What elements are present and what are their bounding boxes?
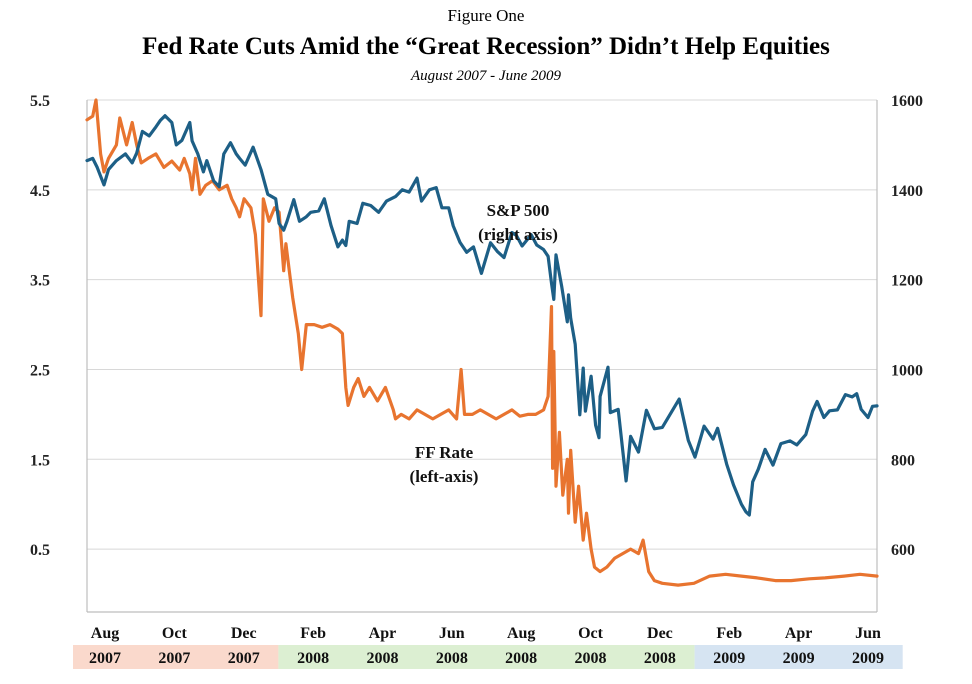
ff-annotation-line1: FF Rate xyxy=(415,443,474,462)
x-month-label: Apr xyxy=(785,625,813,642)
left-axis-ticks: 5.5 4.5 3.5 2.5 1.5 0.5 xyxy=(30,93,50,559)
right-tick-label: 1200 xyxy=(891,273,923,290)
x-year-label: 2007 xyxy=(158,650,190,667)
right-tick-label: 800 xyxy=(891,452,915,469)
sp500-line xyxy=(85,114,879,517)
x-year-label: 2008 xyxy=(436,650,468,667)
x-month-label: Apr xyxy=(369,625,397,642)
x-year-label: 2008 xyxy=(297,650,329,667)
x-year-label: 2009 xyxy=(713,650,745,667)
year-band-2009 xyxy=(694,645,903,669)
year-band-2008 xyxy=(278,645,695,669)
left-tick-label: 4.5 xyxy=(30,183,50,200)
left-tick-label: 2.5 xyxy=(30,362,50,379)
x-month-label: Oct xyxy=(162,625,188,642)
x-year-label: 2008 xyxy=(644,650,676,667)
right-tick-label: 600 xyxy=(891,542,915,559)
x-month-label: Dec xyxy=(647,625,673,642)
figure-label: Figure One xyxy=(447,6,525,25)
x-year-label: 2009 xyxy=(783,650,815,667)
x-year-label: 2008 xyxy=(366,650,398,667)
x-month-label: Aug xyxy=(91,625,119,642)
x-year-label: 2009 xyxy=(852,650,884,667)
right-tick-label: 1400 xyxy=(891,183,923,200)
left-tick-label: 1.5 xyxy=(30,452,50,469)
series-annotations: S&P 500 (right axis) FF Rate (left-axis) xyxy=(410,201,558,486)
x-month-label: Dec xyxy=(231,625,257,642)
year-bands xyxy=(73,645,903,669)
right-axis-ticks: 1600 1400 1200 1000 800 600 xyxy=(891,93,923,559)
sp500-annotation-line2: (right axis) xyxy=(478,225,558,244)
left-tick-label: 0.5 xyxy=(30,542,50,559)
chart-title: Fed Rate Cuts Amid the “Great Recession”… xyxy=(142,33,830,60)
right-tick-label: 1600 xyxy=(891,93,923,110)
x-month-label: Aug xyxy=(507,625,535,642)
year-band-2007 xyxy=(73,645,279,669)
x-month-label: Oct xyxy=(578,625,604,642)
right-tick-label: 1000 xyxy=(891,362,923,379)
chart-subtitle: August 2007 - June 2009 xyxy=(411,68,561,84)
left-tick-label: 5.5 xyxy=(30,93,50,110)
series-lines xyxy=(85,98,879,587)
chart-axes xyxy=(86,100,878,613)
x-month-label: Jun xyxy=(439,625,465,642)
left-tick-label: 3.5 xyxy=(30,273,50,290)
ff-rate-line xyxy=(85,98,879,587)
ff-annotation-line2: (left-axis) xyxy=(410,467,479,486)
x-month-label: Jun xyxy=(855,625,881,642)
x-year-label: 2007 xyxy=(89,650,121,667)
x-year-label: 2008 xyxy=(575,650,607,667)
x-month-label: Feb xyxy=(716,625,742,642)
x-year-label: 2007 xyxy=(228,650,260,667)
x-month-label: Feb xyxy=(300,625,326,642)
x-axis-labels: Aug 2007 Oct 2007 Dec 2007 Feb 2008 Apr 2008 Jun 20… xyxy=(89,625,884,667)
x-year-label: 2008 xyxy=(505,650,537,667)
sp500-annotation-line1: S&P 500 xyxy=(487,201,550,220)
